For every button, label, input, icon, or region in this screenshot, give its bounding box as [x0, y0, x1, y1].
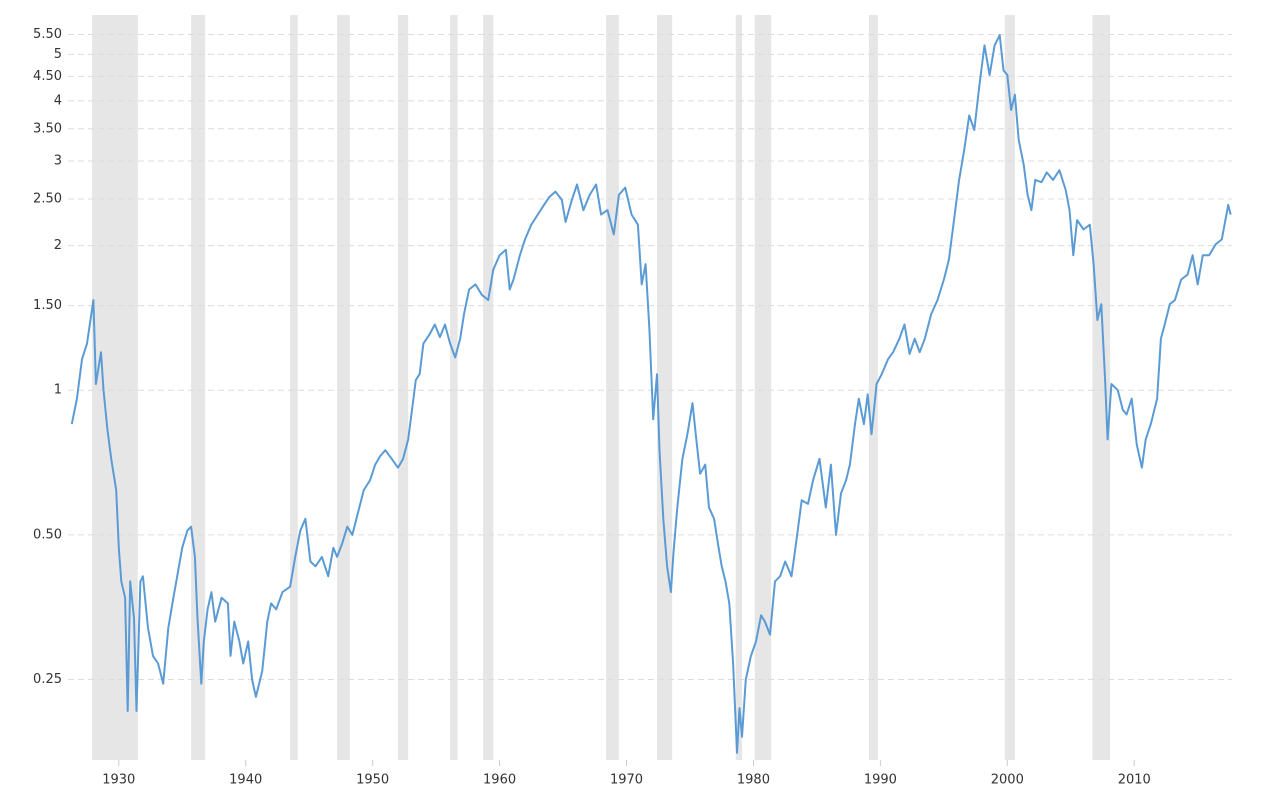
- recession-band: [606, 15, 619, 760]
- recession-band: [1004, 15, 1015, 760]
- recession-band: [337, 15, 350, 760]
- recession-band: [398, 15, 409, 760]
- y-tick-label: 5.50: [33, 27, 62, 42]
- recession-band: [1092, 15, 1111, 760]
- y-tick-label: 4.50: [33, 69, 62, 84]
- x-tick-label: 2000: [991, 773, 1024, 788]
- recession-band: [450, 15, 458, 760]
- recession-band: [290, 15, 298, 760]
- recession-band: [656, 15, 673, 760]
- y-tick-label: 0.25: [33, 672, 62, 687]
- y-tick-label: 3.50: [33, 121, 62, 136]
- price-line: [70, 34, 1232, 754]
- recession-band: [735, 15, 743, 760]
- y-tick-label: 4: [54, 93, 62, 108]
- y-tick-label: 3: [54, 153, 62, 168]
- recession-band: [868, 15, 878, 760]
- x-tick-label: 1970: [610, 773, 643, 788]
- recession-band: [754, 15, 772, 760]
- y-tick-label: 5: [54, 47, 62, 62]
- x-tick-label: 1960: [483, 773, 516, 788]
- recession-band: [483, 15, 494, 760]
- x-tick-label: 1940: [229, 773, 262, 788]
- x-tick-label: 1980: [737, 773, 770, 788]
- x-tick-label: 1930: [102, 773, 135, 788]
- x-tick-label: 1950: [356, 773, 389, 788]
- x-tick-label: 2010: [1118, 773, 1151, 788]
- y-tick-label: 1: [54, 383, 62, 398]
- y-tick-label: 2: [54, 238, 62, 253]
- y-tick-label: 0.50: [33, 527, 62, 542]
- y-tick-label: 1.50: [33, 298, 62, 313]
- x-tick-label: 1990: [864, 773, 897, 788]
- recession-band: [92, 15, 138, 760]
- y-tick-label: 2.50: [33, 191, 62, 206]
